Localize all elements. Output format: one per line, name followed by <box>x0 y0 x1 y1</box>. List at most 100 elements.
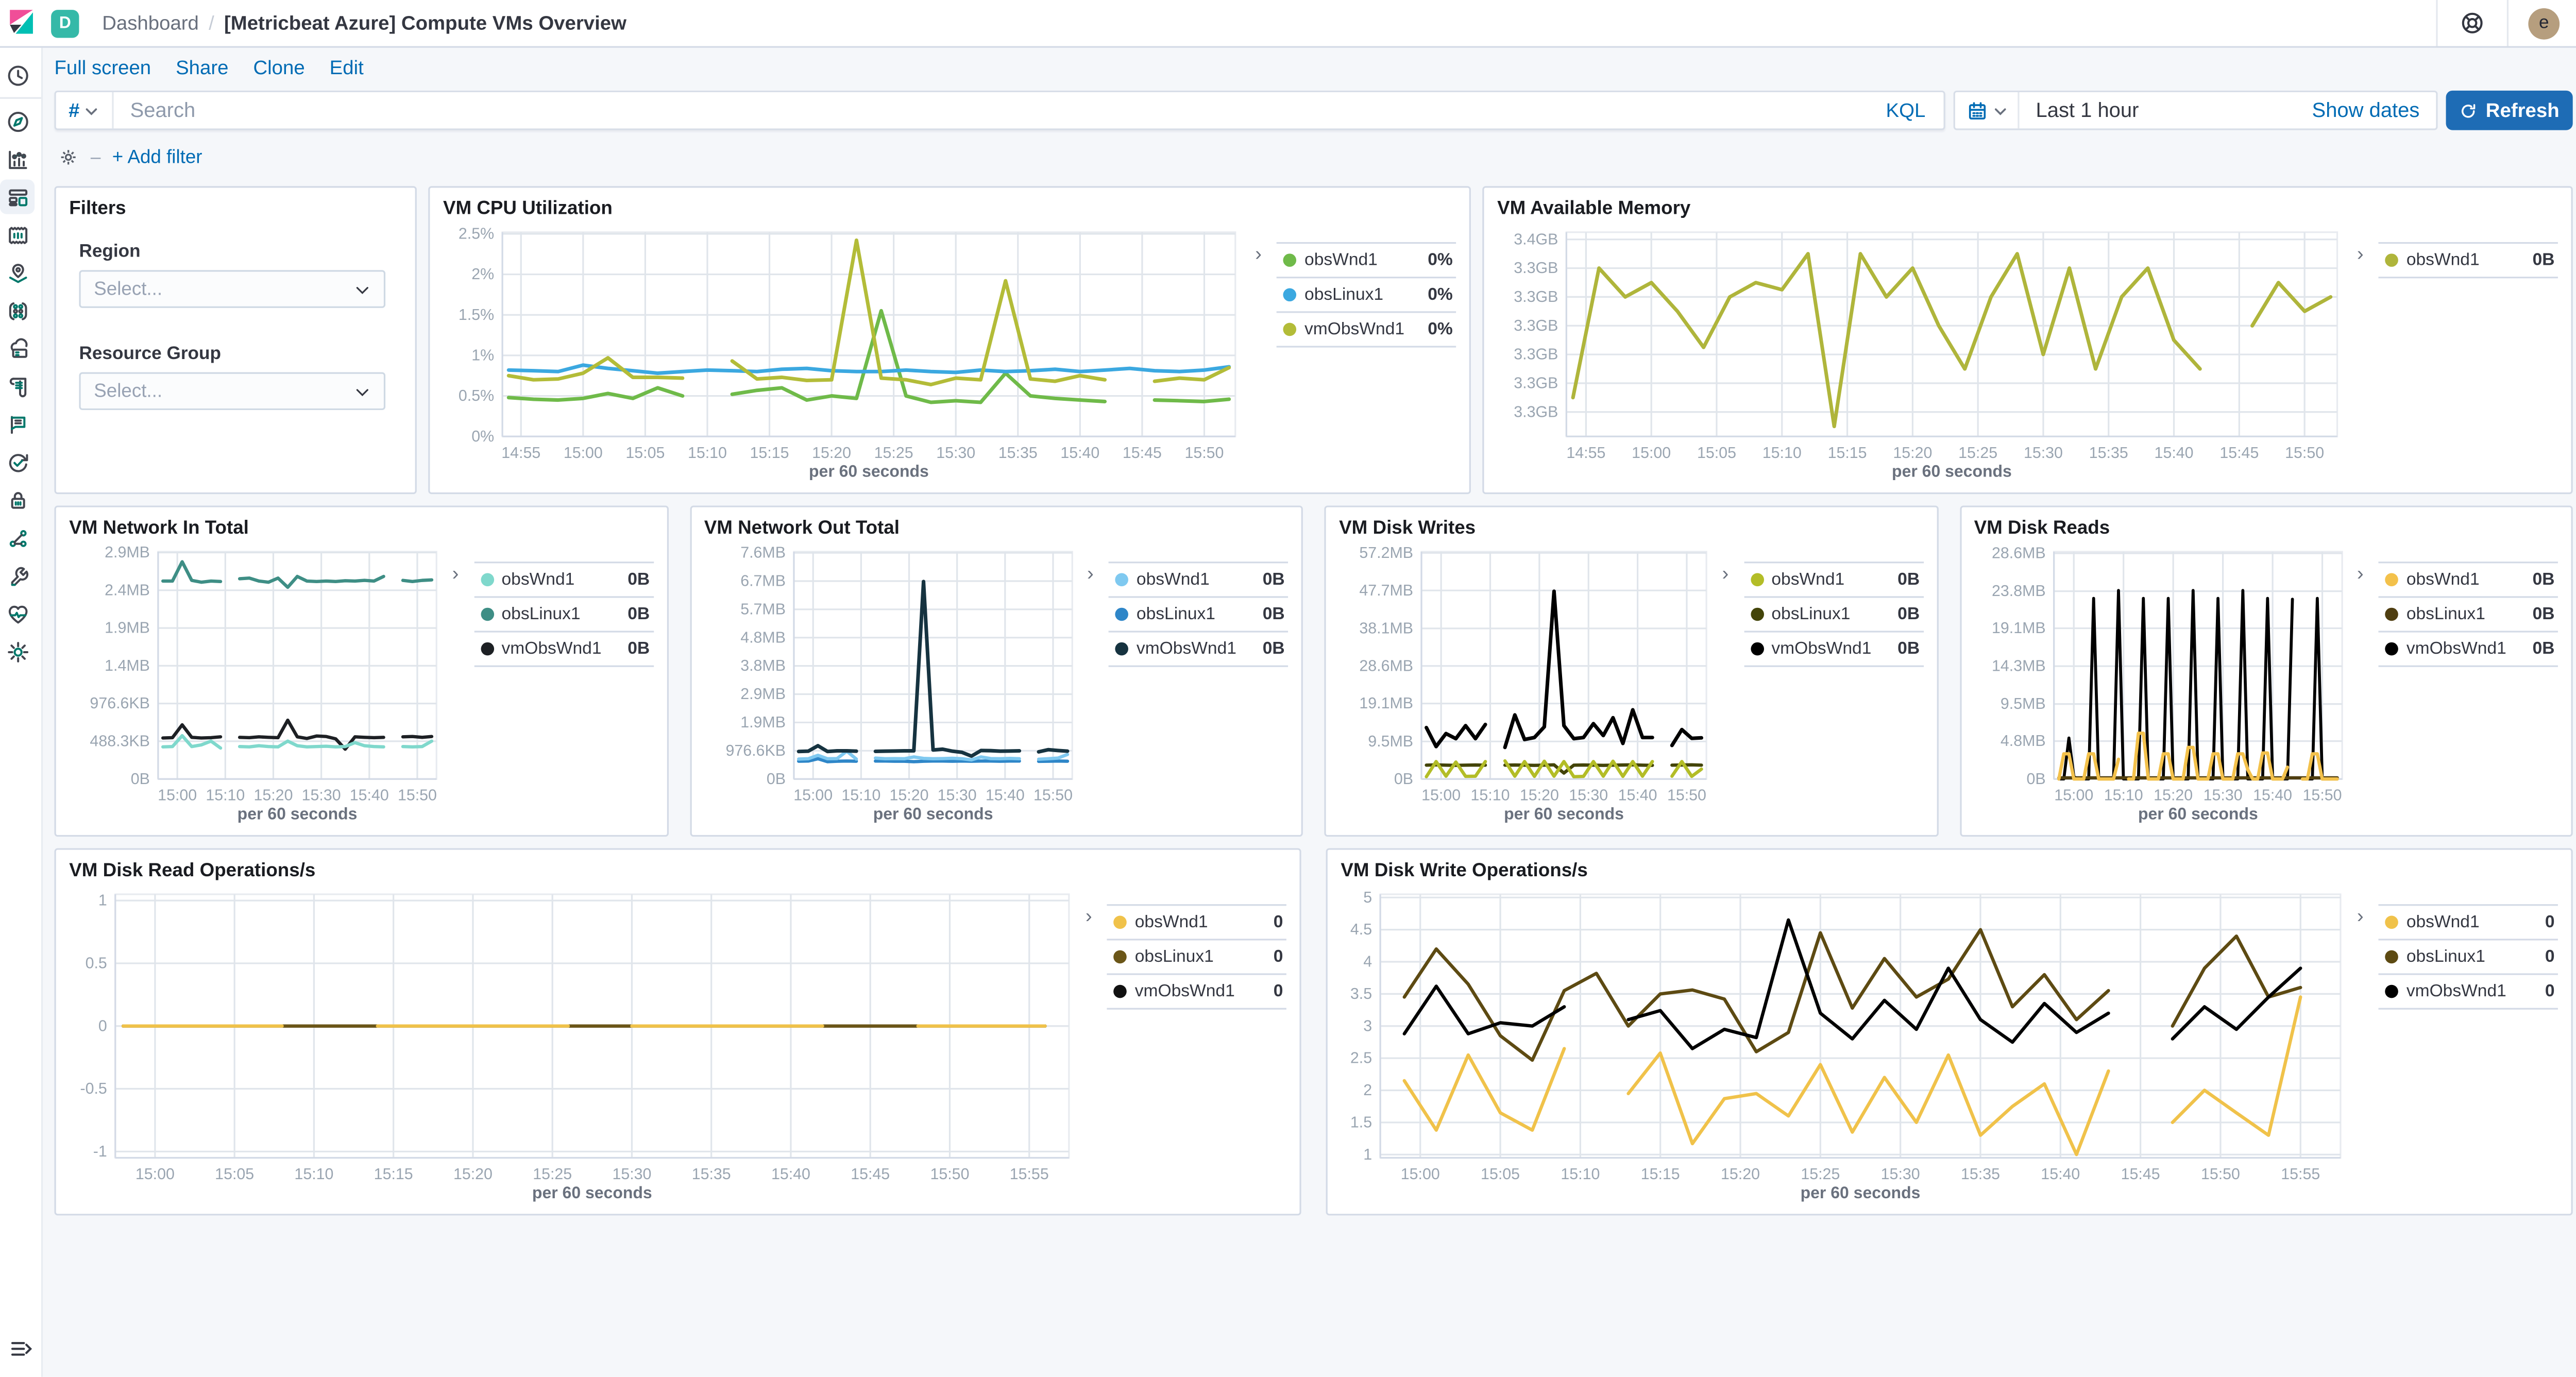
chart-diskr[interactable]: 15:00 15:10 15:20 15:30 15:40 15:50 0B 4.8MB 9.5… <box>1974 540 2357 824</box>
time-range-value[interactable]: Last 1 hour <box>2036 98 2139 122</box>
sidebar-item-maps[interactable] <box>0 256 35 290</box>
legend-item-obsLinux1[interactable]: obsLinux1 0B <box>1743 596 1923 631</box>
toolbar-link-clone[interactable]: Clone <box>253 56 305 79</box>
sidebar-item-visualize[interactable] <box>0 142 35 176</box>
legend-expand-icon[interactable]: › <box>452 562 459 585</box>
legend-item-obsWnd1[interactable]: obsWnd1 0% <box>1276 242 1456 277</box>
legend-item-vmObsWnd1[interactable]: vmObsWnd1 0B <box>1108 631 1289 667</box>
toolbar-link-edit[interactable]: Edit <box>329 56 364 79</box>
svg-text:23.8MB: 23.8MB <box>1991 583 2045 600</box>
legend-expand-icon[interactable]: › <box>1255 242 1262 265</box>
legend-item-obsLinux1[interactable]: obsLinux1 0B <box>1108 596 1289 631</box>
chart-readops[interactable]: 15:00 15:05 15:10 15:15 15:20 15:25 15:30 15:35… <box>69 883 1086 1202</box>
sidebar-item-machine-learning[interactable] <box>0 293 35 328</box>
sidebar-item-management[interactable] <box>0 634 35 669</box>
panel-title: VM CPU Utilization <box>443 199 613 219</box>
kql-selector[interactable]: KQL <box>1886 98 1926 122</box>
search-input[interactable] <box>113 98 1886 122</box>
sidebar-item-siem[interactable] <box>0 483 35 517</box>
svg-text:15:15: 15:15 <box>1828 445 1867 462</box>
sidebar-item-recently-viewed[interactable] <box>0 58 35 92</box>
svg-text:15:30: 15:30 <box>937 787 976 804</box>
sidebar-item-logs[interactable] <box>0 369 35 403</box>
sidebar-item-dashboard[interactable] <box>0 179 35 214</box>
svg-text:7.6MB: 7.6MB <box>740 545 785 562</box>
sidebar-item-metrics[interactable] <box>0 331 35 366</box>
nav-expand-button[interactable] <box>3 1331 38 1365</box>
legend-item-obsLinux1[interactable]: obsLinux1 0B <box>2378 596 2558 631</box>
add-filter-button[interactable]: + Add filter <box>112 147 202 167</box>
legend-item-obsLinux1[interactable]: obsLinux1 0B <box>473 596 653 631</box>
kibana-logo-icon <box>9 10 32 34</box>
legend-expand-icon[interactable]: › <box>2357 562 2364 585</box>
toolbar-link-full-screen[interactable]: Full screen <box>54 56 151 79</box>
legend-item-obsWnd1[interactable]: obsWnd1 0B <box>2378 242 2558 279</box>
refresh-button[interactable]: Refresh <box>2446 90 2573 130</box>
legend-item-obsWnd1[interactable]: obsWnd1 0B <box>1108 562 1289 596</box>
chart-cpu[interactable]: 14:55 15:00 15:05 15:10 15:15 15:20 15:25 15:30… <box>443 220 1255 481</box>
user-avatar[interactable]: e <box>2528 7 2560 39</box>
resource-group-select[interactable]: Select... <box>79 372 386 411</box>
chart-writeops[interactable]: 15:00 15:05 15:10 15:15 15:20 15:25 15:30 15:35… <box>1341 883 2357 1202</box>
svg-text:0B: 0B <box>1394 771 1413 788</box>
menu-expand-icon <box>10 1341 31 1355</box>
series-color-dot <box>480 642 494 656</box>
legend-item-obsLinux1[interactable]: obsLinux1 0 <box>1107 939 1286 973</box>
svg-text:19.1MB: 19.1MB <box>1991 620 2045 637</box>
svg-text:6.7MB: 6.7MB <box>740 573 785 590</box>
breadcrumb-dashboard-link[interactable]: Dashboard <box>102 11 199 35</box>
svg-text:0B: 0B <box>131 771 150 788</box>
sidebar-item-canvas[interactable] <box>0 217 35 252</box>
series-value: 0B <box>2532 604 2555 624</box>
svg-text:1.5: 1.5 <box>1350 1114 1372 1131</box>
kibana-logo[interactable] <box>0 10 41 36</box>
series-color-dot <box>2385 950 2398 964</box>
series-color-dot <box>480 573 494 587</box>
space-badge[interactable]: D <box>51 9 79 37</box>
svg-text:488.3KB: 488.3KB <box>90 733 149 750</box>
panel-diskr: VM Disk Reads 15:00 15:10 15:20 15:30 15:40 15… <box>1959 505 2573 837</box>
legend-expand-icon[interactable]: › <box>2357 904 2364 927</box>
sidebar-item-apm[interactable] <box>0 407 35 441</box>
legend-item-obsWnd1[interactable]: obsWnd1 0B <box>1743 562 1923 596</box>
sidebar-item-discover[interactable] <box>0 104 35 138</box>
legend-expand-icon[interactable]: › <box>1087 562 1094 585</box>
legend-item-vmObsWnd1[interactable]: vmObsWnd1 0% <box>1276 311 1456 348</box>
legend-item-vmObsWnd1[interactable]: vmObsWnd1 0B <box>1743 631 1923 667</box>
legend-expand-icon[interactable]: › <box>1085 904 1092 927</box>
svg-text:0%: 0% <box>471 428 494 445</box>
series-color-dot <box>1115 607 1128 621</box>
sidebar-item-stack-monitoring[interactable] <box>0 596 35 631</box>
sidebar-item-dev-tools[interactable] <box>0 558 35 593</box>
filter-set-button[interactable]: # <box>56 92 114 129</box>
legend-item-vmObsWnd1[interactable]: vmObsWnd1 0 <box>1107 973 1286 1010</box>
legend-item-vmObsWnd1[interactable]: vmObsWnd1 0B <box>2378 631 2558 667</box>
legend-item-obsWnd1[interactable]: obsWnd1 0 <box>2378 904 2558 939</box>
legend-item-obsLinux1[interactable]: obsLinux1 0% <box>1276 277 1456 311</box>
legend-item-obsLinux1[interactable]: obsLinux1 0 <box>2378 939 2558 973</box>
uptime-icon <box>4 449 30 475</box>
filter-settings-gear-icon[interactable] <box>58 147 79 168</box>
legend-item-obsWnd1[interactable]: obsWnd1 0B <box>473 562 653 596</box>
sidebar-item-uptime[interactable] <box>0 445 35 479</box>
svg-text:15:55: 15:55 <box>1010 1166 1049 1183</box>
chart-diskw[interactable]: 15:00 15:10 15:20 15:30 15:40 15:50 0B 9.5MB 19.… <box>1339 540 1722 824</box>
date-quick-select-button[interactable] <box>1955 92 2020 129</box>
svg-text:5.7MB: 5.7MB <box>740 601 785 618</box>
legend-item-vmObsWnd1[interactable]: vmObsWnd1 0 <box>2378 973 2558 1010</box>
legend-expand-icon[interactable]: › <box>1722 562 1729 585</box>
legend-item-obsWnd1[interactable]: obsWnd1 0B <box>2378 562 2558 596</box>
legend-expand-icon[interactable]: › <box>2357 242 2364 265</box>
legend-item-vmObsWnd1[interactable]: vmObsWnd1 0B <box>473 631 653 667</box>
show-dates-button[interactable]: Show dates <box>2312 98 2420 122</box>
series-value: 0B <box>628 570 650 590</box>
chart-netout[interactable]: 15:00 15:10 15:20 15:30 15:40 15:50 0B 976.6KB 1… <box>704 540 1087 824</box>
region-select[interactable]: Select... <box>79 270 386 308</box>
chart-netin[interactable]: 15:00 15:10 15:20 15:30 15:40 15:50 0B 488.3KB 9… <box>69 540 452 824</box>
chart-mem[interactable]: 14:55 15:00 15:05 15:10 15:15 15:20 15:25 15:30… <box>1497 220 2357 481</box>
svg-text:15:55: 15:55 <box>2281 1166 2320 1183</box>
legend-item-obsWnd1[interactable]: obsWnd1 0 <box>1107 904 1286 939</box>
toolbar-link-share[interactable]: Share <box>176 56 229 79</box>
sidebar-item-graph[interactable] <box>0 520 35 555</box>
help-button[interactable] <box>2438 10 2507 36</box>
